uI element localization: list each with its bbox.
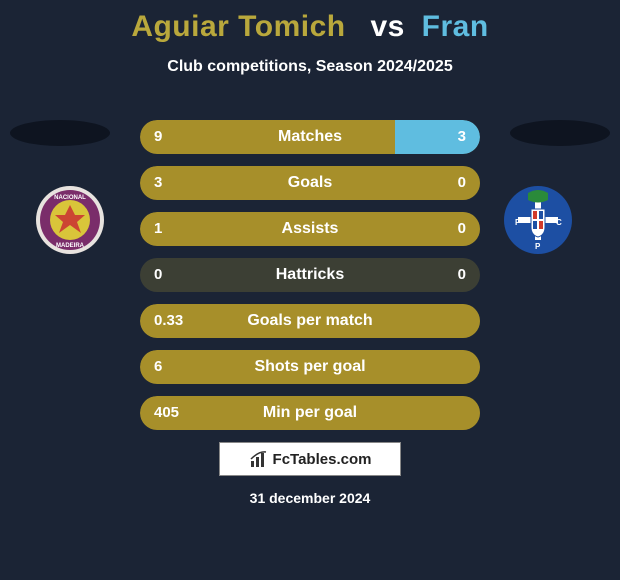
footer-logo: FcTables.com bbox=[219, 442, 401, 476]
svg-text:MADEIRA: MADEIRA bbox=[56, 243, 85, 249]
svg-text:C: C bbox=[556, 218, 562, 227]
player1-name: Aguiar Tomich bbox=[131, 10, 345, 43]
stat-label: Matches bbox=[140, 120, 480, 154]
stat-row: Min per goal405 bbox=[140, 396, 480, 430]
stat-label: Goals bbox=[140, 166, 480, 200]
stat-value-left: 6 bbox=[154, 350, 162, 384]
stat-label: Assists bbox=[140, 212, 480, 246]
stat-value-right: 0 bbox=[458, 212, 466, 246]
player2-name: Fran bbox=[422, 10, 489, 43]
stat-value-left: 405 bbox=[154, 396, 179, 430]
shadow-left bbox=[10, 120, 110, 146]
stat-row: Shots per goal6 bbox=[140, 350, 480, 384]
stat-label: Goals per match bbox=[140, 304, 480, 338]
club-badge-left: NACIONAL MADEIRA bbox=[27, 177, 113, 263]
svg-text:NACIONAL: NACIONAL bbox=[54, 195, 86, 201]
stat-row: Goals3 0 bbox=[140, 166, 480, 200]
porto-crest-icon: F C P bbox=[503, 185, 573, 255]
card-title: Aguiar Tomich vs Fran bbox=[0, 0, 620, 44]
stat-label: Min per goal bbox=[140, 396, 480, 430]
stat-value-right: 0 bbox=[458, 258, 466, 292]
footer-date: 31 december 2024 bbox=[0, 490, 620, 506]
stat-value-left: 3 bbox=[154, 166, 162, 200]
stat-row: Matches9 3 bbox=[140, 120, 480, 154]
club-badge-right: F C P bbox=[495, 177, 581, 263]
nacional-crest-icon: NACIONAL MADEIRA bbox=[35, 185, 105, 255]
subtitle: Club competitions, Season 2024/2025 bbox=[0, 58, 620, 76]
stat-value-left: 0 bbox=[154, 258, 162, 292]
stat-label: Hattricks bbox=[140, 258, 480, 292]
svg-text:F: F bbox=[515, 218, 520, 227]
stat-label: Shots per goal bbox=[140, 350, 480, 384]
comparison-card: Aguiar Tomich vs Fran Club competitions,… bbox=[0, 0, 620, 580]
shadow-right bbox=[510, 120, 610, 146]
stat-row: Assists1 0 bbox=[140, 212, 480, 246]
svg-text:P: P bbox=[535, 242, 541, 251]
stat-value-left: 0.33 bbox=[154, 304, 183, 338]
vs-text: vs bbox=[370, 10, 404, 43]
stat-value-right: 3 bbox=[458, 120, 466, 154]
fctables-icon bbox=[249, 449, 269, 469]
footer-site: FcTables.com bbox=[273, 451, 372, 468]
stat-value-left: 9 bbox=[154, 120, 162, 154]
stat-row: Goals per match0.33 bbox=[140, 304, 480, 338]
stat-value-left: 1 bbox=[154, 212, 162, 246]
stat-row: Hattricks0 0 bbox=[140, 258, 480, 292]
stat-bars: Matches93Goals30Assists10Hattricks00Goal… bbox=[140, 120, 480, 442]
stat-value-right: 0 bbox=[458, 166, 466, 200]
